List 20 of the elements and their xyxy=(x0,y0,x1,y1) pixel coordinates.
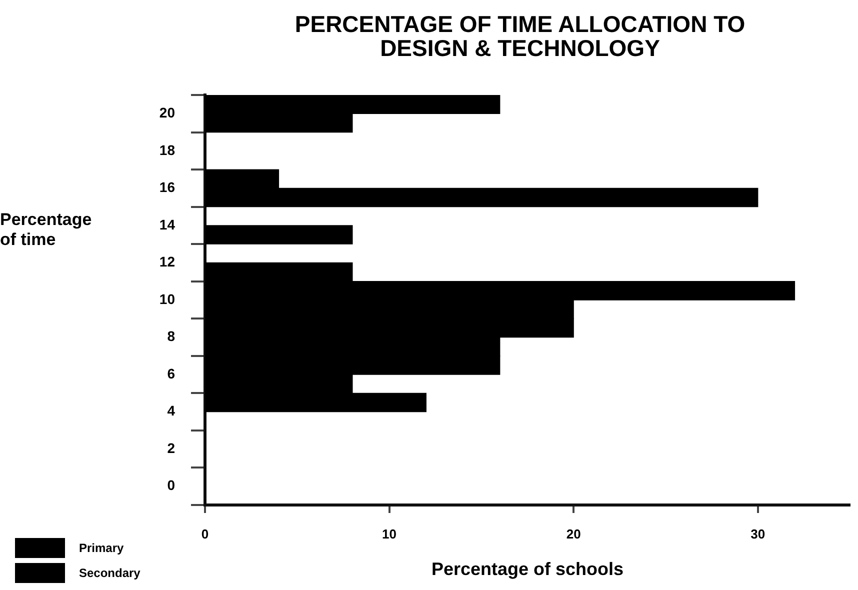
y-tick-label: 18 xyxy=(159,142,176,158)
y-tick-label: 20 xyxy=(159,104,176,120)
legend-label: Secondary xyxy=(79,566,140,580)
x-tick-label: 0 xyxy=(201,526,209,542)
x-axis-title: Percentage of schools xyxy=(431,559,624,580)
legend-label: Primary xyxy=(79,540,124,554)
x-tick-label: 30 xyxy=(750,526,766,542)
y-tick-label: 12 xyxy=(159,254,176,270)
y-axis-title: Percentage of time xyxy=(0,210,92,250)
y-tick-label: 0 xyxy=(167,477,176,494)
x-tick-label: 10 xyxy=(382,526,397,542)
y-tick-label: 14 xyxy=(159,216,176,232)
y-tick-label: 2 xyxy=(167,440,176,456)
y-tick-label: 16 xyxy=(159,179,176,196)
chart-title: PERCENTAGE OF TIME ALLOCATION TO DESIGN & TECHNOLOGY xyxy=(294,11,746,61)
y-tick-label: 8 xyxy=(167,328,176,344)
y-tick-label: 4 xyxy=(167,402,176,419)
y-tick-label: 6 xyxy=(167,365,176,382)
y-tick-label: 10 xyxy=(159,290,176,307)
x-tick-label: 20 xyxy=(566,526,581,542)
